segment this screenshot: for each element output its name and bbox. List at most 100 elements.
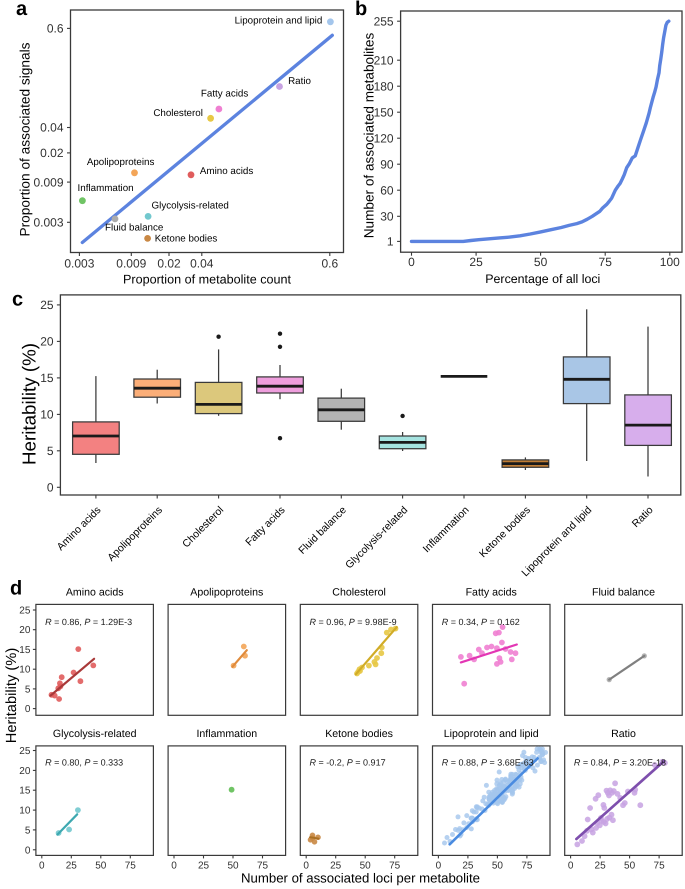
svg-text:d: d [10,578,22,600]
svg-text:20: 20 [19,766,31,777]
svg-text:Amino acids: Amino acids [66,587,124,599]
svg-text:Ratio: Ratio [611,728,636,740]
svg-text:25: 25 [595,861,607,872]
svg-text:5: 5 [47,444,54,458]
svg-text:50: 50 [492,861,504,872]
svg-text:120: 120 [374,131,394,145]
svg-text:Cholesterol: Cholesterol [332,587,386,599]
svg-text:Number of associated metabolit: Number of associated metabolites [362,33,377,239]
svg-text:0: 0 [25,704,31,715]
svg-text:50: 50 [95,861,107,872]
svg-text:75: 75 [521,861,533,872]
svg-text:R = 0.88, P = 3.68E-63: R = 0.88, P = 3.68E-63 [442,757,534,767]
svg-text:Lipoprotein and lipid: Lipoprotein and lipid [235,15,323,26]
svg-text:0: 0 [568,861,574,872]
svg-text:0.009: 0.009 [116,257,146,271]
svg-text:Fluid balance: Fluid balance [592,587,655,599]
svg-text:50: 50 [624,861,636,872]
svg-text:25: 25 [40,298,54,312]
svg-text:Number of associated loci per: Number of associated loci per metabolite [241,870,480,885]
svg-text:25: 25 [19,746,31,757]
svg-text:60: 60 [380,183,394,197]
svg-text:100: 100 [660,255,680,269]
svg-text:Ratio: Ratio [288,76,311,87]
svg-text:0.04: 0.04 [190,257,214,271]
svg-text:0: 0 [39,861,45,872]
svg-text:180: 180 [374,79,394,93]
svg-text:15: 15 [19,786,31,797]
svg-text:0.04: 0.04 [40,121,64,135]
svg-text:Fluid balance: Fluid balance [105,222,164,233]
svg-text:5: 5 [25,825,31,836]
svg-text:0.6: 0.6 [321,257,338,271]
svg-text:25: 25 [19,606,31,617]
svg-text:20: 20 [19,625,31,636]
svg-text:10: 10 [19,806,31,817]
svg-text:Apolipoproteins: Apolipoproteins [87,157,155,168]
svg-text:Inflammation: Inflammation [78,183,134,194]
svg-text:75: 75 [389,861,401,872]
svg-text:50: 50 [360,861,372,872]
svg-text:0.02: 0.02 [157,257,181,271]
svg-text:75: 75 [125,861,137,872]
svg-text:R = 0.80, P = 0.333: R = 0.80, P = 0.333 [45,757,123,767]
svg-text:R = -0.2, P = 0.917: R = -0.2, P = 0.917 [310,757,386,767]
svg-text:150: 150 [374,105,394,119]
svg-text:Inflammation: Inflammation [196,728,257,740]
svg-text:20: 20 [40,335,54,349]
svg-text:1: 1 [387,235,394,249]
svg-text:a: a [16,0,28,20]
svg-text:0.6: 0.6 [47,22,64,36]
svg-text:Proportion of associated signa: Proportion of associated signals [18,42,33,236]
svg-text:Fatty acids: Fatty acids [201,88,248,99]
svg-text:30: 30 [380,210,394,224]
svg-text:0: 0 [25,845,31,856]
svg-text:10: 10 [19,665,31,676]
svg-text:Glycolysis-related: Glycolysis-related [152,201,229,212]
svg-text:15: 15 [40,371,54,385]
svg-text:0: 0 [47,481,54,495]
svg-text:0: 0 [171,861,177,872]
svg-text:0: 0 [436,861,442,872]
svg-text:0.02: 0.02 [40,146,64,160]
svg-text:R = 0.34, P = 0.162: R = 0.34, P = 0.162 [442,617,520,627]
svg-text:0.003: 0.003 [64,257,94,271]
svg-text:Amino acids: Amino acids [200,166,253,177]
svg-text:75: 75 [599,255,613,269]
svg-text:Percentage of all loci: Percentage of all loci [485,272,600,286]
svg-text:R = 0.84, P = 3.20E-18: R = 0.84, P = 3.20E-18 [574,757,666,767]
svg-text:0.009: 0.009 [33,175,63,189]
svg-text:Heritability (%): Heritability (%) [4,648,20,743]
svg-text:210: 210 [374,53,394,67]
svg-text:0.003: 0.003 [33,216,63,230]
svg-text:b: b [355,0,367,20]
svg-text:Ketone bodies: Ketone bodies [155,233,218,244]
svg-text:25: 25 [198,861,210,872]
svg-text:Apolipoproteins: Apolipoproteins [190,587,263,599]
svg-text:Lipoprotein and lipid: Lipoprotein and lipid [444,728,539,740]
svg-text:15: 15 [19,645,31,656]
svg-text:255: 255 [374,14,394,28]
svg-text:25: 25 [462,861,474,872]
svg-text:50: 50 [227,861,239,872]
svg-text:25: 25 [469,255,483,269]
svg-text:5: 5 [25,684,31,695]
svg-text:Ketone bodies: Ketone bodies [325,728,393,740]
svg-text:Glycolysis-related: Glycolysis-related [53,728,137,740]
svg-text:75: 75 [257,861,269,872]
svg-text:90: 90 [380,157,394,171]
svg-text:50: 50 [534,255,548,269]
svg-text:Heritability (%): Heritability (%) [19,343,40,465]
svg-text:0: 0 [303,861,309,872]
svg-text:25: 25 [66,861,78,872]
svg-text:c: c [12,289,23,311]
svg-text:Cholesterol: Cholesterol [153,108,203,119]
svg-text:R = 0.86, P = 1.29E-3: R = 0.86, P = 1.29E-3 [45,617,132,627]
svg-text:R = 0.96, P = 9.98E-9: R = 0.96, P = 9.98E-9 [310,617,397,627]
svg-text:Proportion of metabolite count: Proportion of metabolite count [123,273,292,287]
svg-text:0: 0 [408,255,415,269]
svg-text:Fatty acids: Fatty acids [466,587,517,599]
svg-text:25: 25 [330,861,342,872]
svg-text:75: 75 [654,861,666,872]
svg-text:10: 10 [40,408,54,422]
